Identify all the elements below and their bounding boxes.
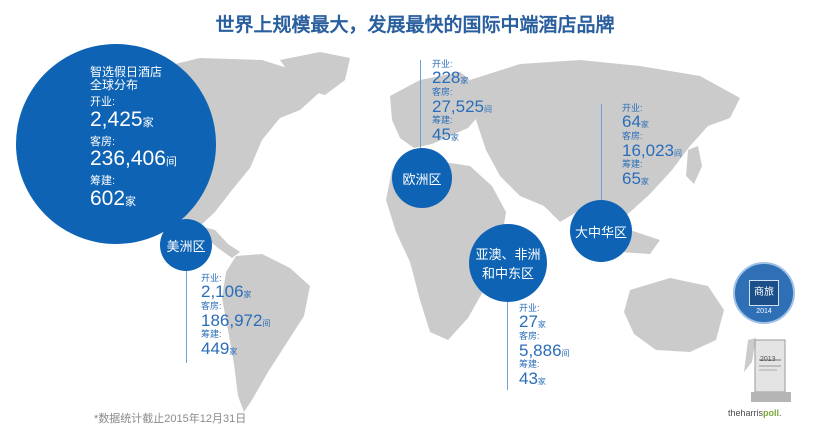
europe-rooms-label: 客房: [432,87,453,98]
greater-china-stats: 开业: 64家 客房: 16,023间 筹建: 65家 [622,103,682,189]
americas-name: 美洲区 [166,238,206,254]
americas-open-value: 2,106 [201,282,244,302]
europe-open-value: 228 [432,68,461,88]
global-rooms-label: 客房: [90,135,116,148]
greater-china-rooms-unit: 间 [674,148,682,158]
award-trophy-icon [751,339,791,402]
greater-china-bubble: 大中华区 [570,200,632,262]
europe-rooms-value: 27,525 [432,96,484,116]
global-distribution-label: 全球分布 [90,77,139,92]
americas-rooms-label: 客房: [201,301,222,312]
greenland-shape [280,52,350,95]
harris-logo-poll: poll [763,408,780,418]
greater-china-rooms-label: 客房: [622,131,643,142]
south-america-shape [222,254,310,412]
asia-shape [470,60,740,222]
greater-china-name: 大中华区 [574,224,627,240]
greater-china-pipeline-unit: 家 [640,176,649,186]
global-open-label: 开业: [90,96,116,109]
europe-pipeline-unit: 家 [450,132,459,142]
amea-name-line2: 和中东区 [481,266,534,281]
trophy-year: 2013 [760,356,776,363]
europe-rooms-unit: 间 [484,104,492,114]
amea-stats: 开业: 27家 客房: 5,886间 筹建: 43家 [519,303,570,389]
harris-poll-logo: theharrispoll. [728,408,782,418]
amea-pipeline-label: 筹建: [519,359,540,370]
amea-open-label: 开业: [519,303,540,313]
global-open-unit: 家 [142,116,154,129]
europe-open-label: 开业: [432,59,453,69]
global-pipeline-unit: 家 [125,195,137,208]
europe-leader-line [420,60,421,152]
brand-name: 智选假日酒店 [90,65,163,79]
americas-pipeline-label: 筹建: [201,329,222,340]
global-pipeline-label: 筹建: [90,175,116,188]
amea-leader-line [507,302,508,390]
americas-bubble: 美洲区 [160,219,212,271]
amea-open-unit: 家 [537,320,546,330]
americas-leader-line [186,271,187,363]
japan-shape [686,146,702,184]
americas-open-label: 开业: [201,273,222,283]
amea-rooms-label: 客房: [519,331,540,342]
amea-bubble: 亚澳、非洲 和中东区 [469,224,547,302]
global-rooms-unit: 间 [165,156,177,169]
europe-pipeline-value: 45 [432,124,451,144]
americas-open-unit: 家 [243,290,252,300]
amea-rooms-value: 5,886 [519,340,562,360]
amea-pipeline-value: 43 [519,368,538,388]
europe-pipeline-label: 筹建: [432,115,453,126]
greater-china-rooms-value: 16,023 [622,140,674,160]
greater-china-leader-line [601,104,602,202]
europe-name: 欧洲区 [402,171,442,187]
americas-stats: 开业: 2,106家 客房: 186,972间 筹建: 449家 [201,273,271,359]
global-pipeline-value: 602 [90,186,126,210]
harris-logo-text: theharris [728,408,764,418]
amea-name-line1: 亚澳、非洲 [475,247,541,262]
footnote: *数据统计截止2015年12月31日 [94,413,247,425]
amea-rooms-unit: 间 [561,348,570,358]
greater-china-pipeline-label: 筹建: [622,159,643,170]
global-open-value: 2,425 [90,107,143,131]
americas-pipeline-unit: 家 [229,346,238,356]
new-zealand-shape [744,338,756,372]
page-title: 世界上规模最大，发展最快的国际中端酒店品牌 [215,15,615,36]
business-traveller-award-badge: 商旅 2014 [733,262,795,324]
greater-china-open-unit: 家 [640,120,649,130]
europe-shape [390,72,482,148]
greater-china-pipeline-value: 65 [622,168,641,188]
europe-stats: 开业: 228家 客房: 27,525间 筹建: 45家 [432,59,492,145]
amea-pipeline-unit: 家 [537,376,546,386]
greater-china-open-value: 64 [622,112,641,132]
australia-shape [624,278,724,352]
badge-center-text: 商旅 [749,280,779,306]
europe-bubble: 欧洲区 [392,148,452,208]
global-rooms-value: 236,406 [90,147,166,171]
americas-rooms-unit: 间 [262,318,271,328]
badge-year: 2014 [756,308,772,315]
europe-open-unit: 家 [460,76,469,86]
americas-rooms-value: 186,972 [201,310,263,330]
global-summary-bubble: 智选假日酒店 全球分布 开业: 2,425家 客房: 236,406间 筹建: … [16,44,216,244]
americas-pipeline-value: 449 [201,338,230,358]
greater-china-open-label: 开业: [622,103,643,113]
amea-open-value: 27 [519,312,538,332]
